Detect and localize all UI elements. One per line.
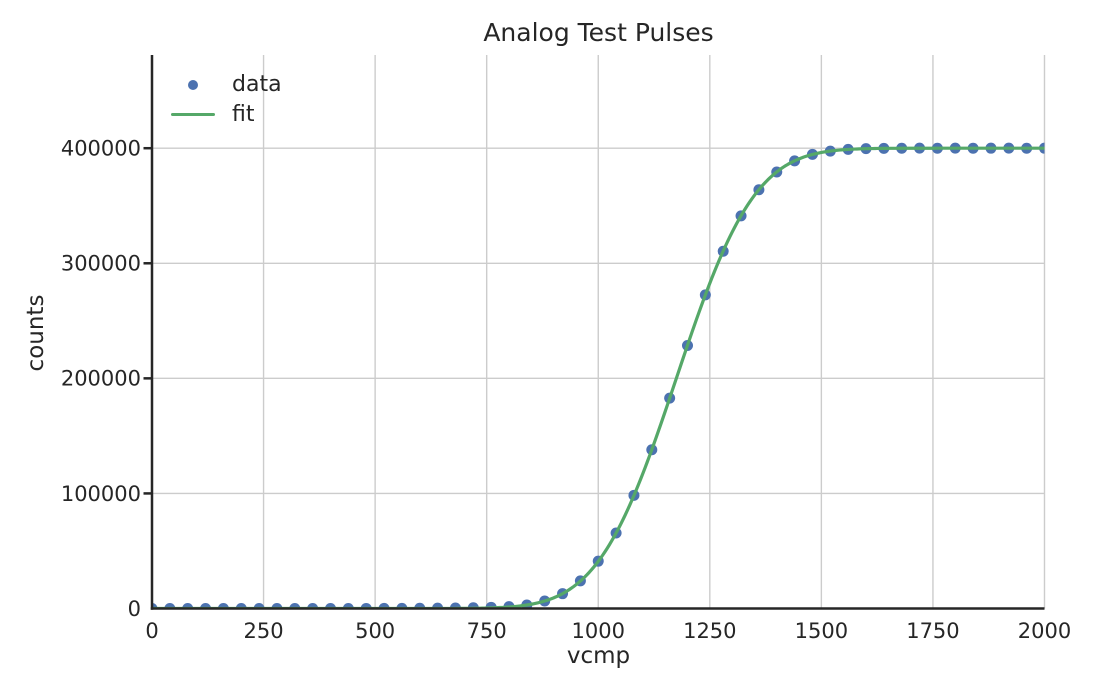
x-tick-label: 0 — [145, 619, 158, 643]
x-tick-label: 1000 — [572, 619, 625, 643]
y-tick-label: 0 — [128, 597, 141, 621]
x-tick-label: 1750 — [906, 619, 959, 643]
legend-item-fit: fit — [170, 100, 282, 130]
y-axis-label: counts — [23, 294, 49, 372]
plot-series — [152, 142, 1045, 609]
legend: data fit — [170, 70, 282, 129]
data-marker-swatch — [187, 79, 199, 90]
axes-spines — [150, 55, 1045, 610]
legend-label-fit: fit — [232, 101, 255, 127]
x-tick-label: 1500 — [795, 619, 848, 643]
x-tick-label: 1250 — [683, 619, 736, 643]
y-tick-labels: 0 100000 200000 300000 400000 — [61, 137, 141, 621]
chart-title: Analog Test Pulses — [483, 18, 714, 47]
y-tick-marks — [143, 146, 151, 495]
legend-swatch-column — [170, 79, 216, 90]
gridlines — [152, 55, 1046, 609]
x-tick-label: 750 — [467, 619, 507, 643]
x-tick-label: 500 — [355, 619, 395, 643]
legend-item-data: data — [170, 70, 282, 100]
y-tick-label: 100000 — [61, 482, 141, 506]
legend-label-data: data — [232, 72, 282, 98]
x-tick-label: 250 — [244, 619, 284, 643]
legend-swatch-column — [170, 112, 216, 116]
x-tick-label: 2000 — [1018, 619, 1071, 643]
fit-line — [152, 146, 1045, 609]
y-tick-label: 400000 — [61, 137, 141, 161]
fit-line-swatch — [171, 112, 215, 116]
x-axis-label: vcmp — [566, 643, 631, 669]
y-tick-label: 200000 — [61, 367, 141, 391]
y-tick-label: 300000 — [61, 252, 141, 276]
x-tick-labels: 0 250 500 750 1000 1250 1500 1750 2000 — [145, 619, 1071, 643]
